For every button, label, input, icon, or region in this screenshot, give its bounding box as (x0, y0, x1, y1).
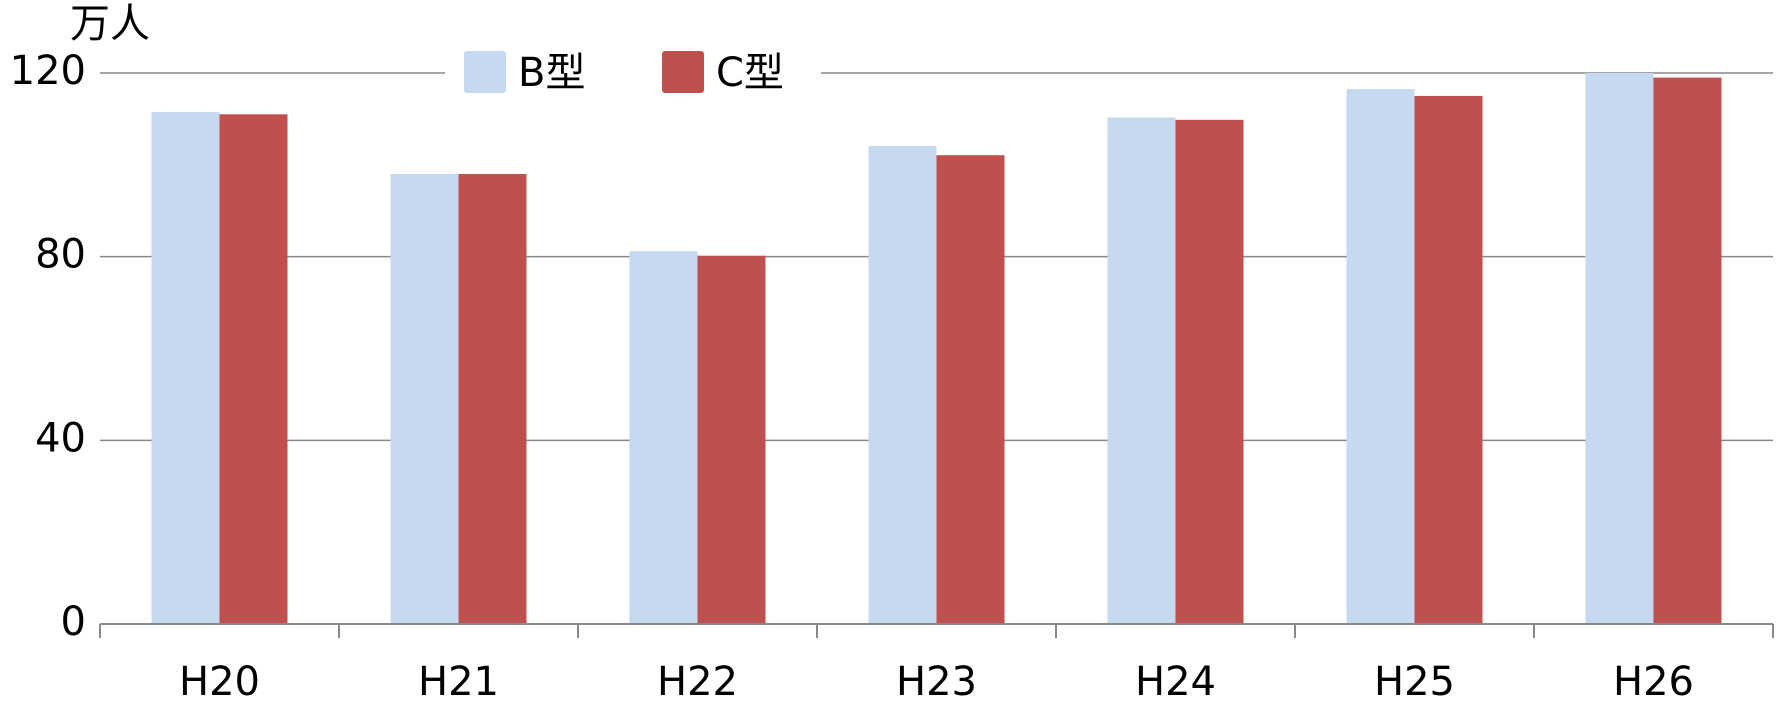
bar (1653, 77, 1722, 624)
y-tick-label: 40 (35, 415, 86, 461)
x-tick-label: H23 (896, 659, 977, 703)
y-tick-label: 0 (61, 599, 86, 645)
y-tick-label: 80 (35, 232, 86, 278)
legend-swatch (464, 51, 506, 93)
y-unit-label: 万人 (70, 1, 150, 47)
bar (390, 174, 459, 624)
bar (458, 174, 527, 624)
legend-background (445, 48, 821, 100)
bar (1585, 73, 1654, 624)
legend-swatch (662, 51, 704, 93)
x-tick-label: H24 (1135, 659, 1216, 703)
x-tick-label: H26 (1613, 659, 1694, 703)
y-tick-label: 120 (10, 48, 86, 94)
bar (219, 114, 288, 624)
x-tick-label: H21 (418, 659, 499, 703)
bar (629, 251, 698, 624)
bar (1414, 95, 1483, 625)
bar (868, 146, 937, 624)
bar (1107, 117, 1176, 624)
bar (1346, 89, 1415, 625)
x-tick-label: H25 (1374, 659, 1455, 703)
legend-label: C型 (716, 50, 784, 96)
x-tick-label: H22 (657, 659, 738, 703)
bar (1175, 119, 1244, 625)
x-tick-label: H20 (179, 659, 260, 703)
bar (697, 255, 766, 624)
bar (151, 112, 220, 624)
bar (936, 155, 1005, 624)
legend-label: B型 (518, 50, 585, 96)
